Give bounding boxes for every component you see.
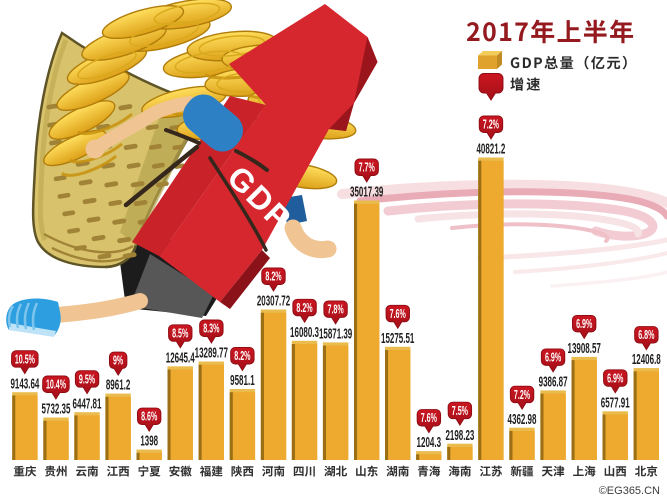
svg-text:6447.81: 6447.81: [73, 396, 102, 412]
svg-text:2198.23: 2198.23: [445, 428, 474, 444]
svg-text:6.9%: 6.9%: [545, 350, 561, 365]
svg-text:8961.2: 8961.2: [106, 378, 131, 394]
svg-text:7.2%: 7.2%: [483, 117, 499, 132]
svg-text:9.5%: 9.5%: [79, 371, 95, 386]
svg-text:7.6%: 7.6%: [421, 410, 437, 425]
svg-text:7.5%: 7.5%: [452, 403, 468, 418]
svg-text:8.2%: 8.2%: [265, 269, 281, 284]
svg-text:9143.64: 9143.64: [10, 376, 39, 392]
svg-text:9386.87: 9386.87: [539, 375, 568, 391]
svg-text:20307.72: 20307.72: [257, 294, 290, 310]
svg-text:4362.98: 4362.98: [508, 412, 537, 428]
svg-text:6.9%: 6.9%: [607, 370, 623, 385]
svg-text:12645.4: 12645.4: [166, 350, 195, 366]
svg-text:6.8%: 6.8%: [638, 327, 654, 342]
svg-text:7.6%: 7.6%: [390, 306, 406, 321]
svg-text:1398: 1398: [140, 434, 158, 450]
svg-text:6577.91: 6577.91: [601, 395, 630, 411]
svg-text:8.5%: 8.5%: [172, 325, 188, 340]
svg-text:9%: 9%: [113, 353, 123, 368]
svg-text:1204.3: 1204.3: [417, 435, 442, 451]
svg-text:8.2%: 8.2%: [296, 300, 312, 315]
svg-text:12406.8: 12406.8: [632, 352, 661, 368]
svg-text:9581.1: 9581.1: [230, 373, 255, 389]
svg-text:7.2%: 7.2%: [514, 387, 530, 402]
svg-text:15871.39: 15871.39: [319, 327, 352, 343]
svg-text:7.8%: 7.8%: [328, 302, 344, 317]
svg-text:7.7%: 7.7%: [359, 160, 375, 175]
svg-text:8.3%: 8.3%: [203, 321, 219, 336]
svg-text:©EG365.CN: ©EG365.CN: [599, 485, 660, 497]
svg-text:8.6%: 8.6%: [141, 409, 157, 424]
svg-text:8.2%: 8.2%: [234, 348, 250, 363]
svg-text:6.9%: 6.9%: [576, 316, 592, 331]
svg-text:10.5%: 10.5%: [15, 351, 35, 366]
svg-text:13908.57: 13908.57: [568, 341, 601, 357]
svg-text:10.4%: 10.4%: [46, 377, 66, 392]
svg-text:5732.35: 5732.35: [42, 402, 71, 418]
svg-text:15275.51: 15275.51: [381, 331, 414, 347]
svg-text:40821.2: 40821.2: [476, 142, 505, 158]
svg-text:16080.3: 16080.3: [290, 325, 319, 341]
svg-text:13289.77: 13289.77: [195, 346, 228, 362]
svg-text:35017.39: 35017.39: [350, 185, 383, 201]
